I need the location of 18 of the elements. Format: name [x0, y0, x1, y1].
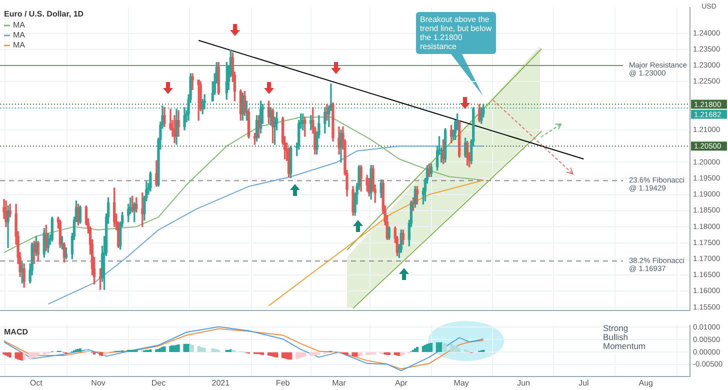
annotation: Breakout above the trend line, but below the 1.21800 resistance — [416, 12, 496, 54]
legend-label: MA — [13, 30, 26, 40]
x-tick-label: May — [454, 378, 469, 388]
x-tick-label: 2021 — [212, 378, 230, 388]
chart-title: MACD — [4, 328, 28, 337]
chart-title: Euro / U.S. Dollar, 1D — [4, 10, 84, 19]
x-tick-label: Nov — [91, 378, 106, 388]
x-tick-label: Oct — [30, 378, 44, 388]
legend-label: MA — [13, 20, 26, 30]
x-tick-label: Aug — [638, 378, 653, 388]
x-tick-label: Jun — [517, 378, 530, 388]
x-tick-label: Feb — [276, 378, 290, 388]
x-tick-label: Jul — [578, 378, 590, 388]
x-tick-label: Apr — [394, 378, 408, 388]
x-tick-label: Mar — [332, 378, 346, 388]
x-tick-label: Dec — [151, 378, 166, 388]
legend-label: MA — [13, 40, 26, 50]
annotation: Strong Bullish Momentum — [603, 323, 647, 351]
